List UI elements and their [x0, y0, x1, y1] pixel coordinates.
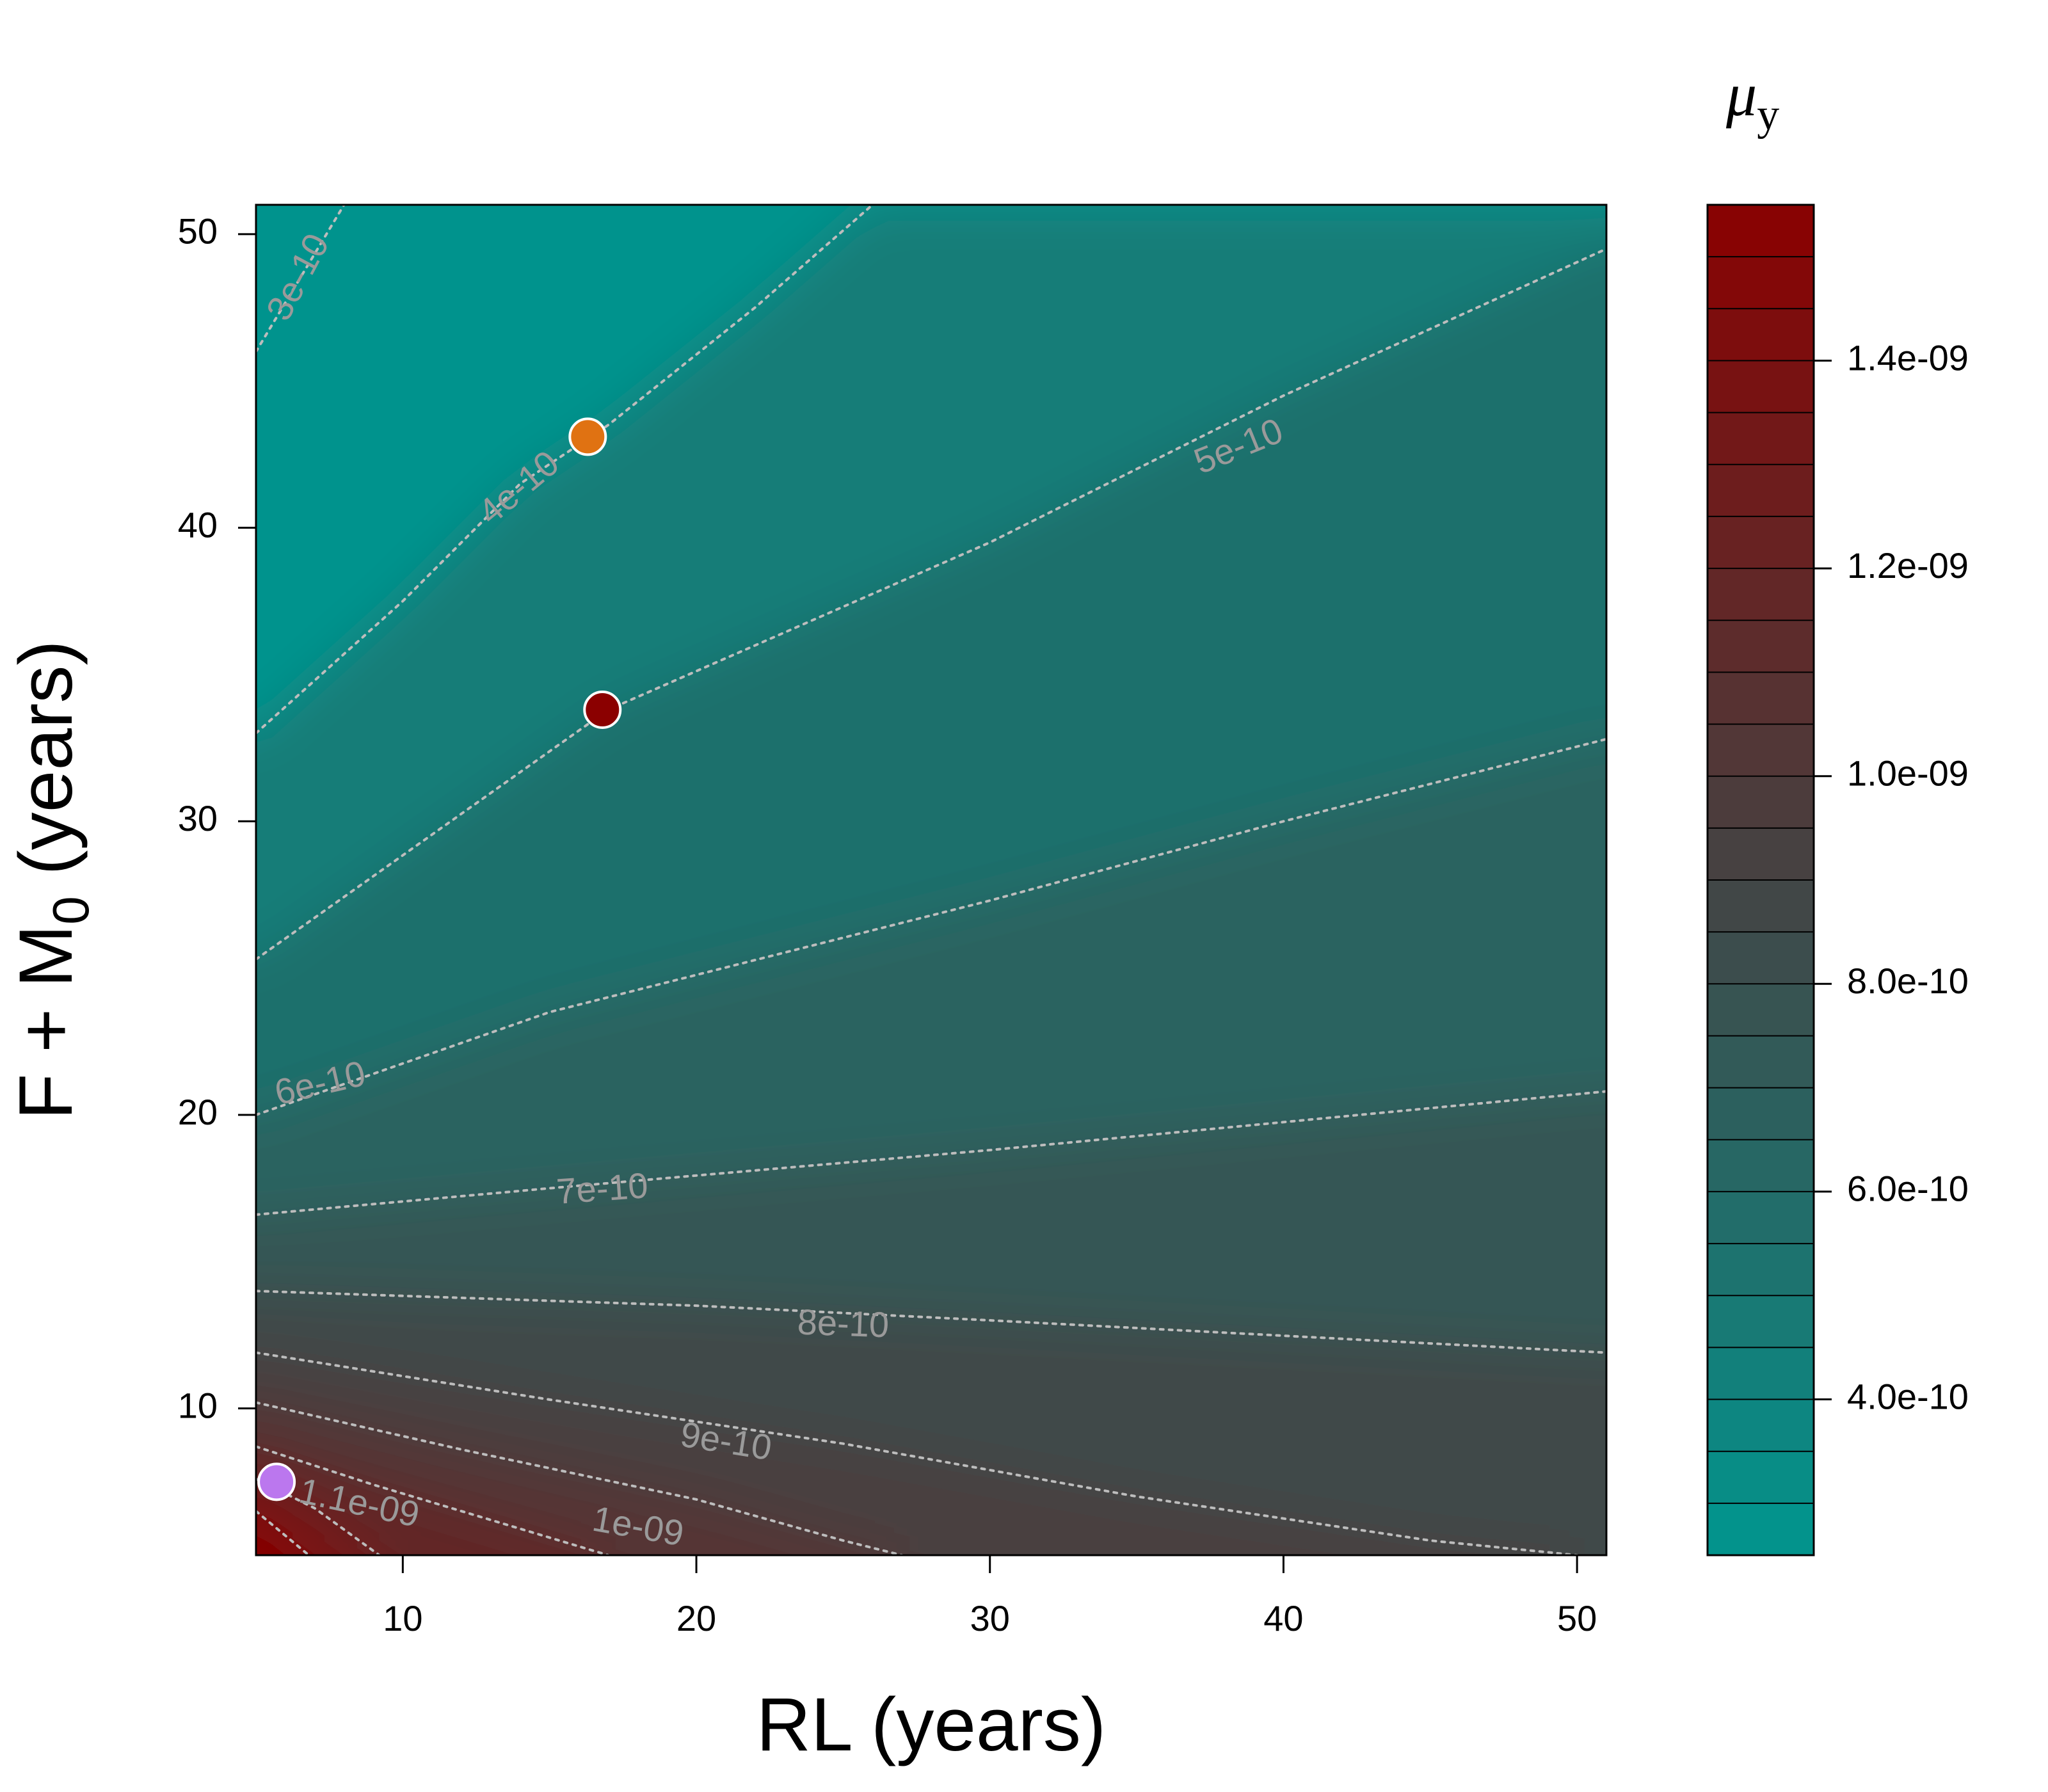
x-axis: 10 20 30 40 50	[383, 1555, 1597, 1638]
contour-line	[256, 737, 1606, 1116]
legend-band	[1708, 932, 1814, 984]
legend-band	[1708, 1036, 1814, 1088]
legend-band	[1708, 1191, 1814, 1244]
contour-line	[256, 1510, 310, 1555]
legend-band	[1708, 776, 1814, 828]
highlight-points	[257, 417, 622, 1501]
legend-band	[1708, 1087, 1814, 1140]
legend-band	[1708, 257, 1814, 309]
x-tick-label: 50	[1557, 1598, 1597, 1638]
contour-lines	[256, 205, 1606, 1555]
contour-line	[256, 1290, 1606, 1354]
x-tick-label: 40	[1263, 1598, 1303, 1638]
legend-band	[1708, 1451, 1814, 1503]
legend-frame	[1706, 204, 1815, 1556]
legend-tick-label: 8.0e-10	[1847, 961, 1969, 1001]
legend-band	[1708, 308, 1814, 361]
y-tick-label: 30	[178, 798, 218, 838]
legend-band	[1708, 1347, 1814, 1400]
legend-band	[1708, 464, 1814, 516]
y-axis-title: F + M0 (years)	[4, 640, 99, 1119]
color-field-smooth	[256, 205, 1606, 1555]
data-point	[257, 1462, 296, 1501]
contour-line	[256, 1351, 1579, 1555]
legend-band	[1708, 1139, 1814, 1192]
contour-line	[256, 205, 346, 353]
legend-band	[1708, 620, 1814, 673]
y-tick-label: 50	[178, 211, 218, 252]
legend-band	[1708, 880, 1814, 932]
legend-title-main: μ	[1725, 60, 1757, 129]
legend-tick-label: 4.0e-10	[1847, 1376, 1969, 1416]
legend-band	[1708, 672, 1814, 724]
contour-line	[256, 247, 1606, 961]
legend-band	[1708, 1295, 1814, 1348]
data-point	[583, 690, 622, 729]
y-axis-title-subscript: 0	[42, 896, 99, 925]
y-tick-label: 20	[178, 1092, 218, 1132]
legend-band	[1708, 1399, 1814, 1452]
legend-band	[1708, 568, 1814, 621]
contour-label: 7e-10	[555, 1165, 649, 1212]
legend-band	[1708, 412, 1814, 465]
y-axis-title-tail: (years)	[4, 640, 88, 896]
y-tick-label: 10	[178, 1385, 218, 1425]
y-axis-title-main: F + M	[4, 925, 88, 1120]
color-legend: μy 4.0e-10 6.0e-10 8.0e-10 1.0e-09 1.2e-09 1.…	[1706, 60, 1969, 1556]
legend-tick-label: 6.0e-10	[1847, 1169, 1969, 1209]
contour-line	[256, 205, 874, 735]
y-tick-label: 40	[178, 504, 218, 545]
y-axis: 10 20 30 40 50	[178, 211, 256, 1425]
legend-band	[1708, 828, 1814, 880]
legend-band	[1708, 205, 1814, 257]
legend-tick-label: 1.2e-09	[1847, 545, 1969, 586]
legend-band	[1708, 984, 1814, 1036]
legend-band	[1708, 360, 1814, 413]
legend-tick-label: 1.4e-09	[1847, 337, 1969, 378]
legend-band	[1708, 724, 1814, 776]
data-point	[568, 417, 607, 456]
plot-frame	[255, 204, 1608, 1556]
contour-label: 8e-10	[797, 1302, 890, 1345]
x-tick-label: 30	[970, 1598, 1010, 1638]
color-field	[256, 205, 1606, 1555]
x-axis-title: RL (years)	[756, 1683, 1106, 1767]
contour-line	[256, 1401, 904, 1555]
x-tick-label: 20	[676, 1598, 716, 1638]
legend-band	[1708, 1503, 1814, 1555]
legend-band	[1708, 516, 1814, 569]
legend-title: μy	[1725, 60, 1779, 140]
contour-line	[256, 1445, 610, 1555]
legend-band	[1708, 1244, 1814, 1296]
x-tick-label: 10	[383, 1598, 422, 1638]
contour-line	[256, 1090, 1606, 1216]
legend-ticks: 4.0e-10 6.0e-10 8.0e-10 1.0e-09 1.2e-09 1.4e-…	[1814, 337, 1969, 1416]
legend-title-subscript: y	[1757, 90, 1779, 140]
legend-tick-label: 1.0e-09	[1847, 753, 1969, 793]
legend-bands	[1708, 205, 1814, 1555]
